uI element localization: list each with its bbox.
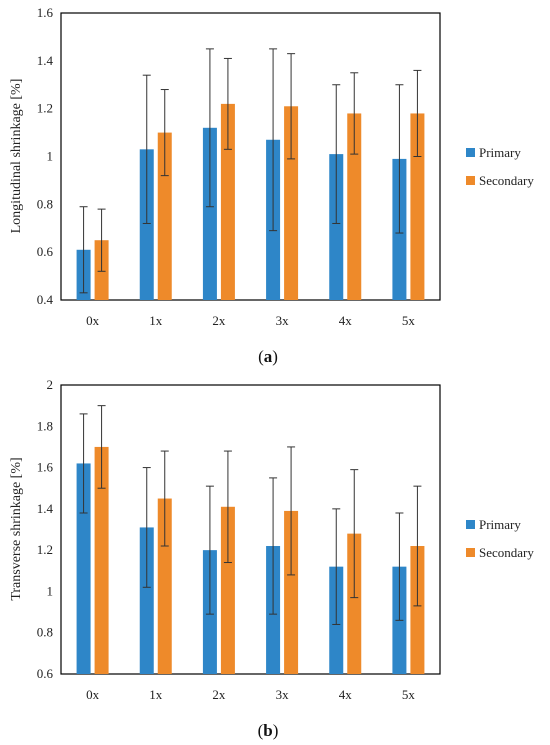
caption-letter-b: b <box>263 721 272 740</box>
y-tick-label: 1.8 <box>37 418 53 433</box>
x-tick-labels-a: 0x 1x 2x 3x 4x 5x <box>86 313 415 328</box>
legend-swatch-secondary-a <box>466 176 475 185</box>
x-tick-label: 3x <box>276 687 290 702</box>
caption-a: (a) <box>258 347 278 366</box>
y-axis-label-b: Transverse shrinkage [%] <box>9 457 24 600</box>
bar-secondary <box>284 106 299 301</box>
y-tick-labels-a: 0.4 0.6 0.8 1 1.2 1.4 1.6 <box>37 5 54 307</box>
legend-label-primary-b: Primary <box>479 517 521 532</box>
y-tick-label: 0.6 <box>37 666 54 681</box>
bar-primary <box>139 149 154 300</box>
plot-area-b <box>60 384 441 675</box>
bar-secondary <box>94 446 109 674</box>
bar-secondary <box>347 533 362 674</box>
y-tick-label: 2 <box>47 377 54 392</box>
x-tick-label: 3x <box>276 313 290 328</box>
legend-b: Primary Secondary <box>466 517 534 560</box>
legend-swatch-primary-b <box>466 520 475 529</box>
legend-label-primary-a: Primary <box>479 145 521 160</box>
bars-a <box>76 48 425 301</box>
bar-primary <box>329 154 344 300</box>
x-tick-label: 2x <box>212 687 226 702</box>
y-tick-label: 1 <box>47 149 54 164</box>
x-tick-label: 2x <box>212 313 226 328</box>
bars-b <box>76 405 425 674</box>
x-tick-label: 1x <box>149 313 163 328</box>
x-tick-label: 1x <box>149 687 163 702</box>
y-tick-label: 0.8 <box>37 196 53 211</box>
x-tick-label: 5x <box>402 687 416 702</box>
plot-area-a <box>60 12 441 301</box>
longitudinal-chart: Longitudinal shrinkage [%] 0.4 0.6 0.8 1 1.2… <box>9 5 534 366</box>
legend-swatch-secondary-b <box>466 548 475 557</box>
bar-primary <box>139 527 154 674</box>
bar-secondary <box>220 506 235 674</box>
x-tick-labels-b: 0x 1x 2x 3x 4x 5x <box>86 687 415 702</box>
bar-primary <box>202 127 217 300</box>
y-tick-label: 1.2 <box>37 101 53 116</box>
x-tick-label: 4x <box>339 687 353 702</box>
bar-secondary <box>284 510 299 674</box>
legend-a: Primary Secondary <box>466 145 534 188</box>
caption-letter-a: a <box>264 347 273 366</box>
bar-secondary <box>410 113 425 300</box>
bar-primary <box>76 463 91 674</box>
legend-label-secondary-b: Secondary <box>479 545 534 560</box>
y-tick-label: 1.2 <box>37 542 53 557</box>
x-tick-label: 0x <box>86 313 100 328</box>
legend-label-secondary-a: Secondary <box>479 173 534 188</box>
x-tick-label: 4x <box>339 313 353 328</box>
bar-secondary <box>157 498 172 674</box>
y-tick-label: 1.6 <box>37 460 54 475</box>
bar-secondary <box>347 113 362 300</box>
x-tick-label: 5x <box>402 313 416 328</box>
y-tick-label: 0.8 <box>37 625 53 640</box>
y-tick-label: 1.6 <box>37 5 54 20</box>
bar-secondary <box>220 103 235 300</box>
legend-swatch-primary-a <box>466 148 475 157</box>
x-tick-label: 0x <box>86 687 100 702</box>
y-tick-label: 0.4 <box>37 292 54 307</box>
bar-secondary <box>410 546 425 674</box>
y-tick-label: 1.4 <box>37 501 54 516</box>
caption-b: (b) <box>258 721 279 740</box>
bar-secondary <box>157 132 172 300</box>
y-tick-label: 0.6 <box>37 244 54 259</box>
y-tick-label: 1 <box>47 583 54 598</box>
y-axis-label-a: Longitudinal shrinkage [%] <box>9 79 24 234</box>
y-tick-labels-b: 0.6 0.8 1 1.2 1.4 1.6 1.8 2 <box>37 377 54 681</box>
y-tick-label: 1.4 <box>37 53 54 68</box>
transverse-chart: Transverse shrinkage [%] 0.6 0.8 1 1.2 1.4 1.… <box>9 377 534 740</box>
